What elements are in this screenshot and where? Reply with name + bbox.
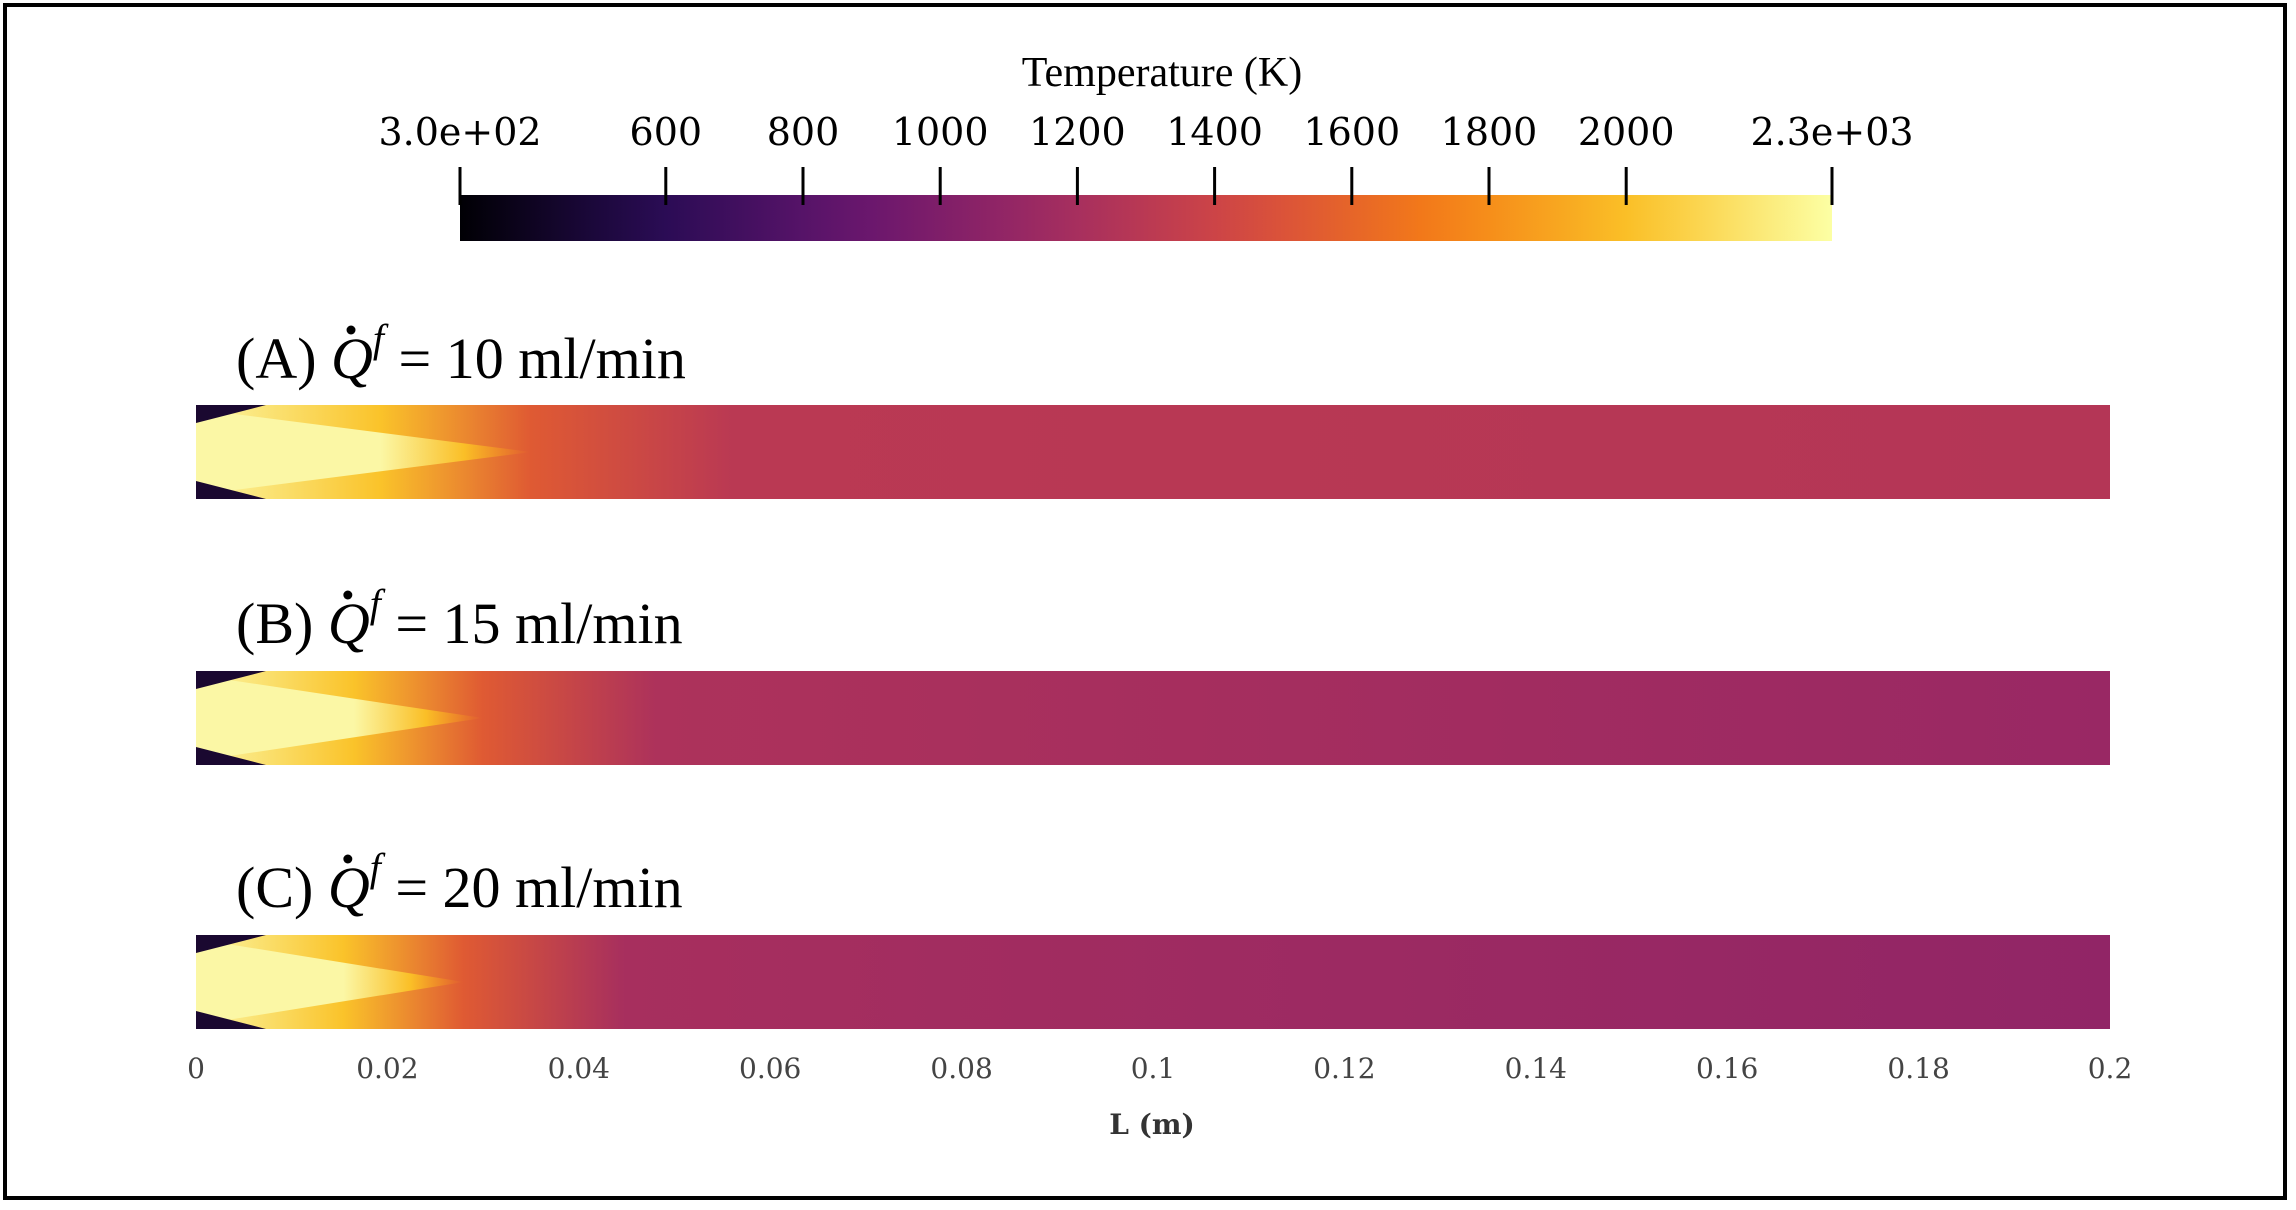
q-dot xyxy=(343,854,353,864)
panel-c: (C) Qf = 20 ml/min xyxy=(196,845,2110,1029)
inlet-wall-edge xyxy=(196,405,266,423)
x-tick-label: 0.02 xyxy=(356,1052,418,1085)
hot-core xyxy=(196,409,531,495)
colorbar-tick-label: 3.0e+02 xyxy=(378,110,541,154)
x-tick-label: 0.1 xyxy=(1131,1052,1176,1085)
q-dot xyxy=(343,590,353,600)
panel-label: (A) Qf = 10 ml/min xyxy=(236,316,686,391)
colorbar-tick-label: 2.3e+03 xyxy=(1750,110,1913,154)
panel-a: (A) Qf = 10 ml/min xyxy=(196,316,2110,499)
x-tick-label: 0.04 xyxy=(548,1052,610,1085)
q-dot xyxy=(346,325,356,335)
colorbar-tick-label: 1400 xyxy=(1166,110,1263,154)
colorbar-tick-label: 1800 xyxy=(1441,110,1538,154)
x-tick-label: 0.12 xyxy=(1313,1052,1375,1085)
x-tick-label: 0.2 xyxy=(2088,1052,2133,1085)
colorbar-tick-label: 1200 xyxy=(1029,110,1126,154)
colorbar-title: Temperature (K) xyxy=(1022,50,1302,96)
panel-label: (C) Qf = 20 ml/min xyxy=(236,845,683,920)
hot-core xyxy=(196,675,484,761)
colorbar-tick-label: 800 xyxy=(767,110,840,154)
colorbar-tick-label: 600 xyxy=(630,110,703,154)
panels: (A) Qf = 10 ml/min (B) Qf = 15 ml/min (C) … xyxy=(196,316,2110,1029)
inlet-wall-edge xyxy=(196,935,266,953)
inlet-wall-edge xyxy=(196,1011,266,1029)
hot-core xyxy=(196,939,464,1025)
inlet-wall-edge xyxy=(196,481,266,499)
x-tick-label: 0.06 xyxy=(739,1052,801,1085)
colorbar-tick-label: 2000 xyxy=(1578,110,1675,154)
x-tick-label: 0.08 xyxy=(930,1052,992,1085)
colorbar-tick-label: 1600 xyxy=(1303,110,1400,154)
tube-body xyxy=(196,671,2110,765)
x-tick-label: 0 xyxy=(187,1052,205,1085)
colorbar: Temperature (K) 3.0e+02 600 800 1000 1200 140… xyxy=(378,50,1914,241)
colorbar-tick-label: 1000 xyxy=(892,110,989,154)
x-tick-label: 0.14 xyxy=(1505,1052,1567,1085)
x-axis-label: L (m) xyxy=(1109,1108,1195,1141)
colorbar-gradient xyxy=(460,195,1832,241)
x-tick-label: 0.18 xyxy=(1887,1052,1949,1085)
tube-body xyxy=(196,935,2110,1029)
panel-label: (B) Qf = 15 ml/min xyxy=(236,581,683,656)
colorbar-ticks: 3.0e+02 600 800 1000 1200 1400 1600 1800 2000 2.3… xyxy=(378,110,1914,205)
x-axis: 0 0.02 0.04 0.06 0.08 0.1 0.12 0.14 0.16 0.18 0.2 xyxy=(187,1052,2132,1085)
inlet-wall-edge xyxy=(196,671,266,689)
inlet-wall-edge xyxy=(196,747,266,765)
x-tick-label: 0.16 xyxy=(1696,1052,1758,1085)
panel-b: (B) Qf = 15 ml/min xyxy=(196,581,2110,765)
